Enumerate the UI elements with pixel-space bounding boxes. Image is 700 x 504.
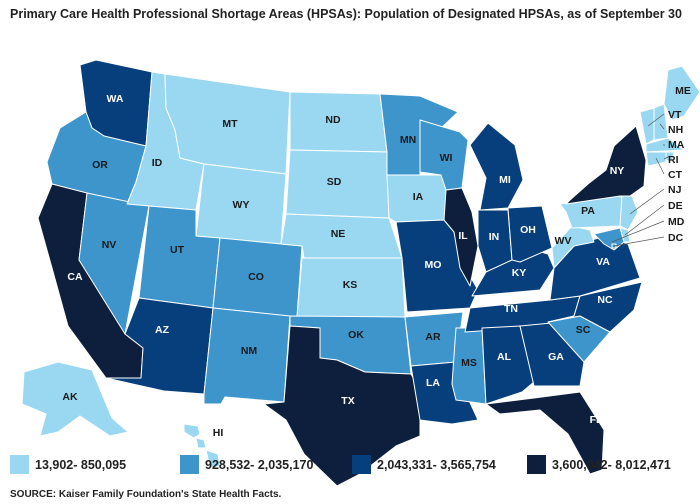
state-il (443, 187, 479, 287)
state-label-mn: MN (400, 134, 416, 146)
state-label-id: ID (152, 157, 163, 169)
map-title: Primary Care Health Professional Shortag… (10, 7, 682, 21)
leader-line-md (611, 220, 665, 243)
state-al (481, 325, 535, 405)
state-label-wv: WV (555, 235, 572, 247)
legend-label-3: 2,043,331- 3,565,754 (377, 457, 496, 472)
state-label-fl: FL (590, 414, 603, 426)
state-label-ct: CT (668, 169, 683, 181)
leader-line-de (624, 204, 665, 236)
legend-swatch-1 (10, 455, 29, 474)
leader-line-dc (613, 236, 665, 247)
state-label-oh: OH (520, 224, 536, 236)
state-label-ia: IA (413, 191, 424, 203)
state-hi (183, 423, 221, 469)
state-ma (645, 137, 685, 153)
state-label-vt: VT (668, 109, 682, 121)
state-label-ak: AK (62, 391, 78, 403)
state-label-nj: NJ (668, 184, 682, 196)
state-label-mt: MT (222, 118, 238, 130)
source-note: SOURCE: Kaiser Family Foundation's State… (10, 489, 282, 500)
state-label-co: CO (248, 271, 264, 283)
state-label-az: AZ (155, 324, 170, 336)
state-label-wi: WI (440, 152, 453, 164)
state-label-md: MD (668, 216, 685, 228)
state-label-dc: DC (668, 232, 684, 244)
legend-item-1: 13,902- 850,095 (10, 455, 126, 474)
legend-swatch-4 (527, 455, 546, 474)
state-label-ny: NY (610, 165, 625, 177)
state-label-la: LA (426, 377, 440, 389)
leader-line-nj (629, 188, 665, 215)
state-label-ri: RI (668, 154, 679, 166)
legend-item-2: 928,532- 2,035,170 (180, 455, 313, 474)
state-mi (469, 122, 524, 211)
state-label-ca: CA (67, 271, 83, 283)
state-label-wa: WA (107, 93, 124, 105)
state-nc (547, 281, 643, 333)
state-label-in: IN (489, 231, 500, 243)
leader-line-vt (647, 113, 665, 127)
state-nh (653, 103, 669, 141)
state-label-mi: MI (499, 174, 511, 186)
state-label-va: VA (596, 256, 610, 268)
state-label-sc: SC (576, 324, 591, 336)
state-nj (619, 195, 639, 231)
legend-swatch-3 (352, 455, 371, 474)
state-label-me: ME (675, 85, 691, 97)
state-label-sd: SD (327, 176, 342, 188)
state-label-hi: HI (213, 427, 224, 439)
state-fl (485, 391, 605, 475)
state-label-nh: NH (668, 124, 683, 136)
state-label-de: DE (668, 200, 683, 212)
state-label-ga: GA (548, 351, 564, 363)
state-label-ks: KS (343, 279, 358, 291)
state-label-tx: TX (341, 395, 354, 407)
state-label-nm: NM (241, 345, 258, 357)
state-label-wy: WY (233, 199, 250, 211)
state-label-tn: TN (504, 303, 518, 315)
legend: 13,902- 850,095 928,532- 2,035,170 2,043… (10, 455, 700, 475)
state-label-ma: MA (668, 139, 685, 151)
state-ct (645, 151, 667, 167)
state-label-nd: ND (325, 114, 341, 126)
state-label-pa: PA (581, 205, 595, 217)
state-oh (507, 205, 553, 263)
state-label-ar: AR (425, 331, 441, 343)
state-vt (639, 107, 655, 145)
state-ny (565, 125, 647, 205)
legend-label-4: 3,600,042- 8,012,471 (552, 457, 671, 472)
state-ak (21, 361, 129, 437)
state-mt (164, 73, 291, 175)
state-label-nv: NV (102, 239, 117, 251)
state-label-nc: NC (597, 294, 613, 306)
state-label-ms: MS (461, 357, 477, 369)
state-label-al: AL (497, 351, 512, 363)
state-nm (203, 307, 291, 405)
state-label-ut: UT (170, 244, 185, 256)
legend-label-1: 13,902- 850,095 (35, 457, 127, 472)
legend-item-4: 3,600,042- 8,012,471 (527, 455, 671, 474)
state-label-ok: OK (348, 329, 364, 341)
leader-line-nh (659, 123, 665, 130)
legend-item-3: 2,043,331- 3,565,754 (352, 455, 496, 474)
legend-swatch-2 (180, 455, 199, 474)
state-label-ky: KY (512, 267, 527, 279)
state-label-il: IL (458, 230, 468, 242)
state-label-ne: NE (331, 228, 346, 240)
state-tx (263, 325, 421, 487)
leader-line-ct (655, 157, 665, 175)
state-label-or: OR (92, 159, 108, 171)
legend-label-2: 928,532- 2,035,170 (205, 457, 314, 472)
leader-line-ri (663, 155, 671, 160)
state-label-mo: MO (425, 259, 442, 271)
